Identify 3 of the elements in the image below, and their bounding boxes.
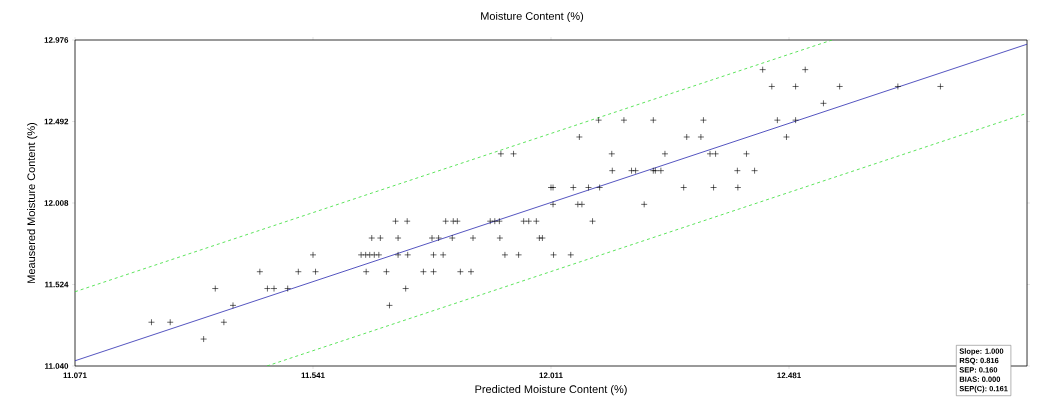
y-axis-title: Meausered Moisture Content (%) [27, 123, 38, 283]
x-axis-title: Predicted Moisture Content (%) [475, 385, 627, 396]
chart-title: Moisture Content (%) [481, 11, 584, 23]
